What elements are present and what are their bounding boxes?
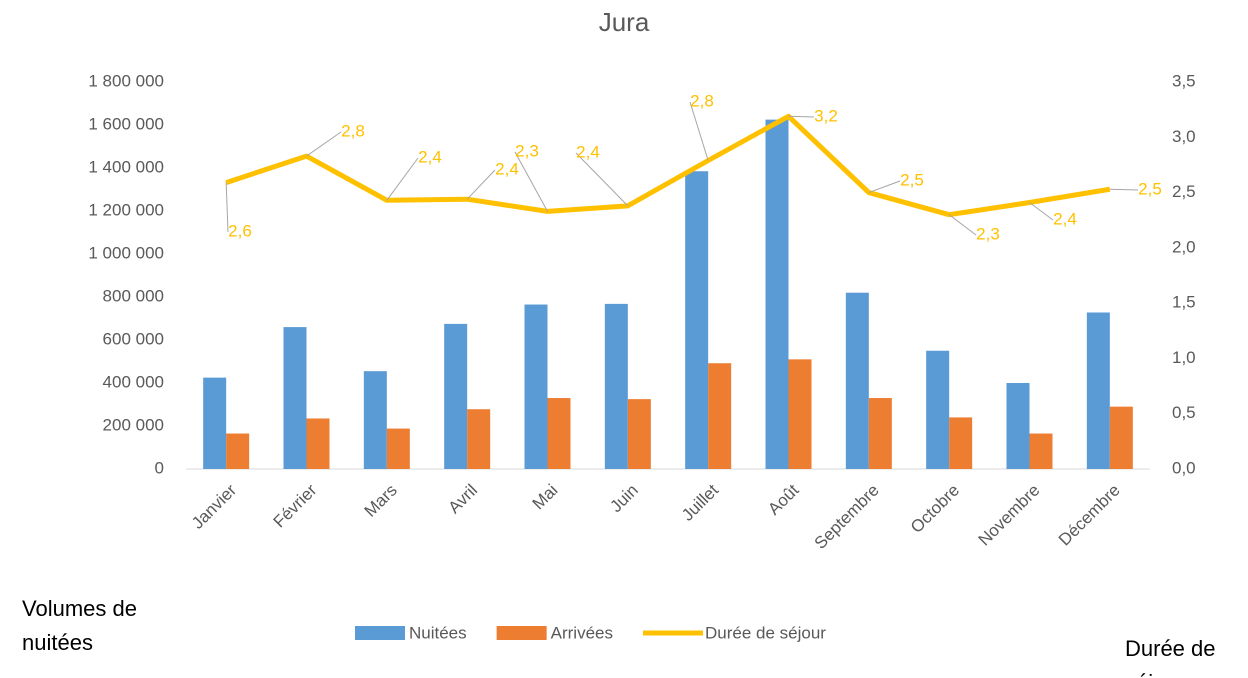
data-label: 2,4 xyxy=(576,142,600,161)
legend-label: Durée de séjour xyxy=(705,623,826,642)
x-tick-label: Juillet xyxy=(678,480,722,524)
y-tick-label: 1 400 000 xyxy=(88,157,164,176)
data-label: 2,3 xyxy=(976,224,1000,243)
legend-label: Nuitées xyxy=(409,623,467,642)
x-tick-label: Mars xyxy=(361,481,401,521)
bar xyxy=(444,323,468,469)
leader-line xyxy=(466,169,496,200)
bar xyxy=(926,350,950,469)
data-label: 2,4 xyxy=(418,147,442,166)
bar xyxy=(547,398,571,469)
y2-tick-label: 2,0 xyxy=(1172,237,1196,256)
legend-swatch xyxy=(496,626,547,640)
data-label: 2,8 xyxy=(690,91,714,110)
y-tick-label: 0 xyxy=(155,458,164,477)
bar xyxy=(283,327,307,469)
x-tick-label: Août xyxy=(764,480,802,518)
y-tick-label: 400 000 xyxy=(103,372,164,391)
data-label: 2,5 xyxy=(1138,179,1162,198)
y2-tick-label: 0,5 xyxy=(1172,403,1196,422)
y2-tick-label: 2,5 xyxy=(1172,182,1196,201)
bar xyxy=(467,409,491,469)
x-tick-label: Juin xyxy=(606,481,641,516)
y2-tick-label: 1,0 xyxy=(1172,348,1196,367)
chart-title: Jura xyxy=(599,7,650,37)
data-label: 2,8 xyxy=(341,121,365,140)
bar xyxy=(1029,433,1053,469)
leader-line xyxy=(386,157,419,201)
bar xyxy=(788,359,812,469)
data-label: 2,4 xyxy=(1053,209,1077,228)
leader-line xyxy=(514,151,548,212)
leader-line xyxy=(1029,202,1054,221)
data-label: 3,2 xyxy=(814,106,838,125)
x-tick-label: Novembre xyxy=(975,481,1044,550)
bar xyxy=(306,418,330,469)
y2-tick-label: 3,5 xyxy=(1172,71,1196,90)
legend-swatch xyxy=(355,626,405,640)
x-tick-label: Avril xyxy=(445,481,482,518)
bar xyxy=(627,399,651,469)
y-tick-label: 800 000 xyxy=(103,286,164,305)
y2-tick-label: 1,5 xyxy=(1172,293,1196,312)
data-label: 2,5 xyxy=(900,170,924,189)
y-tick-label: 1 800 000 xyxy=(88,71,164,90)
bar xyxy=(1086,312,1110,469)
leader-line xyxy=(788,115,815,118)
bar xyxy=(1109,406,1133,469)
bar xyxy=(386,428,410,469)
data-label: 2,4 xyxy=(495,159,519,178)
bar xyxy=(1006,383,1030,469)
bar xyxy=(226,433,250,469)
x-tick-label: Septembre xyxy=(811,481,883,553)
leader-line xyxy=(1109,188,1139,191)
line xyxy=(225,113,1111,218)
bar xyxy=(203,377,227,469)
bar xyxy=(604,303,628,469)
leader-line xyxy=(225,182,229,233)
bar xyxy=(765,119,789,469)
y-axis-title: Volumes de nuitées xyxy=(22,596,137,655)
y-tick-label: 600 000 xyxy=(103,329,164,348)
bar xyxy=(708,363,732,469)
x-tick-label: Janvier xyxy=(188,480,240,532)
data-label: 2,6 xyxy=(228,221,252,240)
y-tick-label: 1 000 000 xyxy=(88,243,164,262)
leader-line xyxy=(689,101,709,161)
leader-line xyxy=(575,152,629,207)
leader-line xyxy=(306,131,342,157)
x-tick-label: Mai xyxy=(529,481,562,514)
y-tick-label: 1 600 000 xyxy=(88,114,164,133)
data-label: 2,3 xyxy=(515,141,539,160)
x-tick-label: Octobre xyxy=(907,481,963,537)
bar xyxy=(949,417,973,469)
bar xyxy=(868,398,892,469)
bar xyxy=(524,304,548,469)
bar xyxy=(845,292,869,469)
bar xyxy=(685,171,709,469)
y2-tick-label: 0,0 xyxy=(1172,458,1196,477)
leader-line xyxy=(948,214,977,236)
x-tick-label: Février xyxy=(270,480,321,531)
y2-tick-label: 3,0 xyxy=(1172,127,1196,146)
legend-label: Arrivées xyxy=(551,623,613,642)
x-tick-label: Décembre xyxy=(1055,481,1124,550)
leader-line xyxy=(868,180,901,194)
bar xyxy=(363,371,387,469)
y-tick-label: 1 200 000 xyxy=(88,200,164,219)
y-tick-label: 200 000 xyxy=(103,415,164,434)
